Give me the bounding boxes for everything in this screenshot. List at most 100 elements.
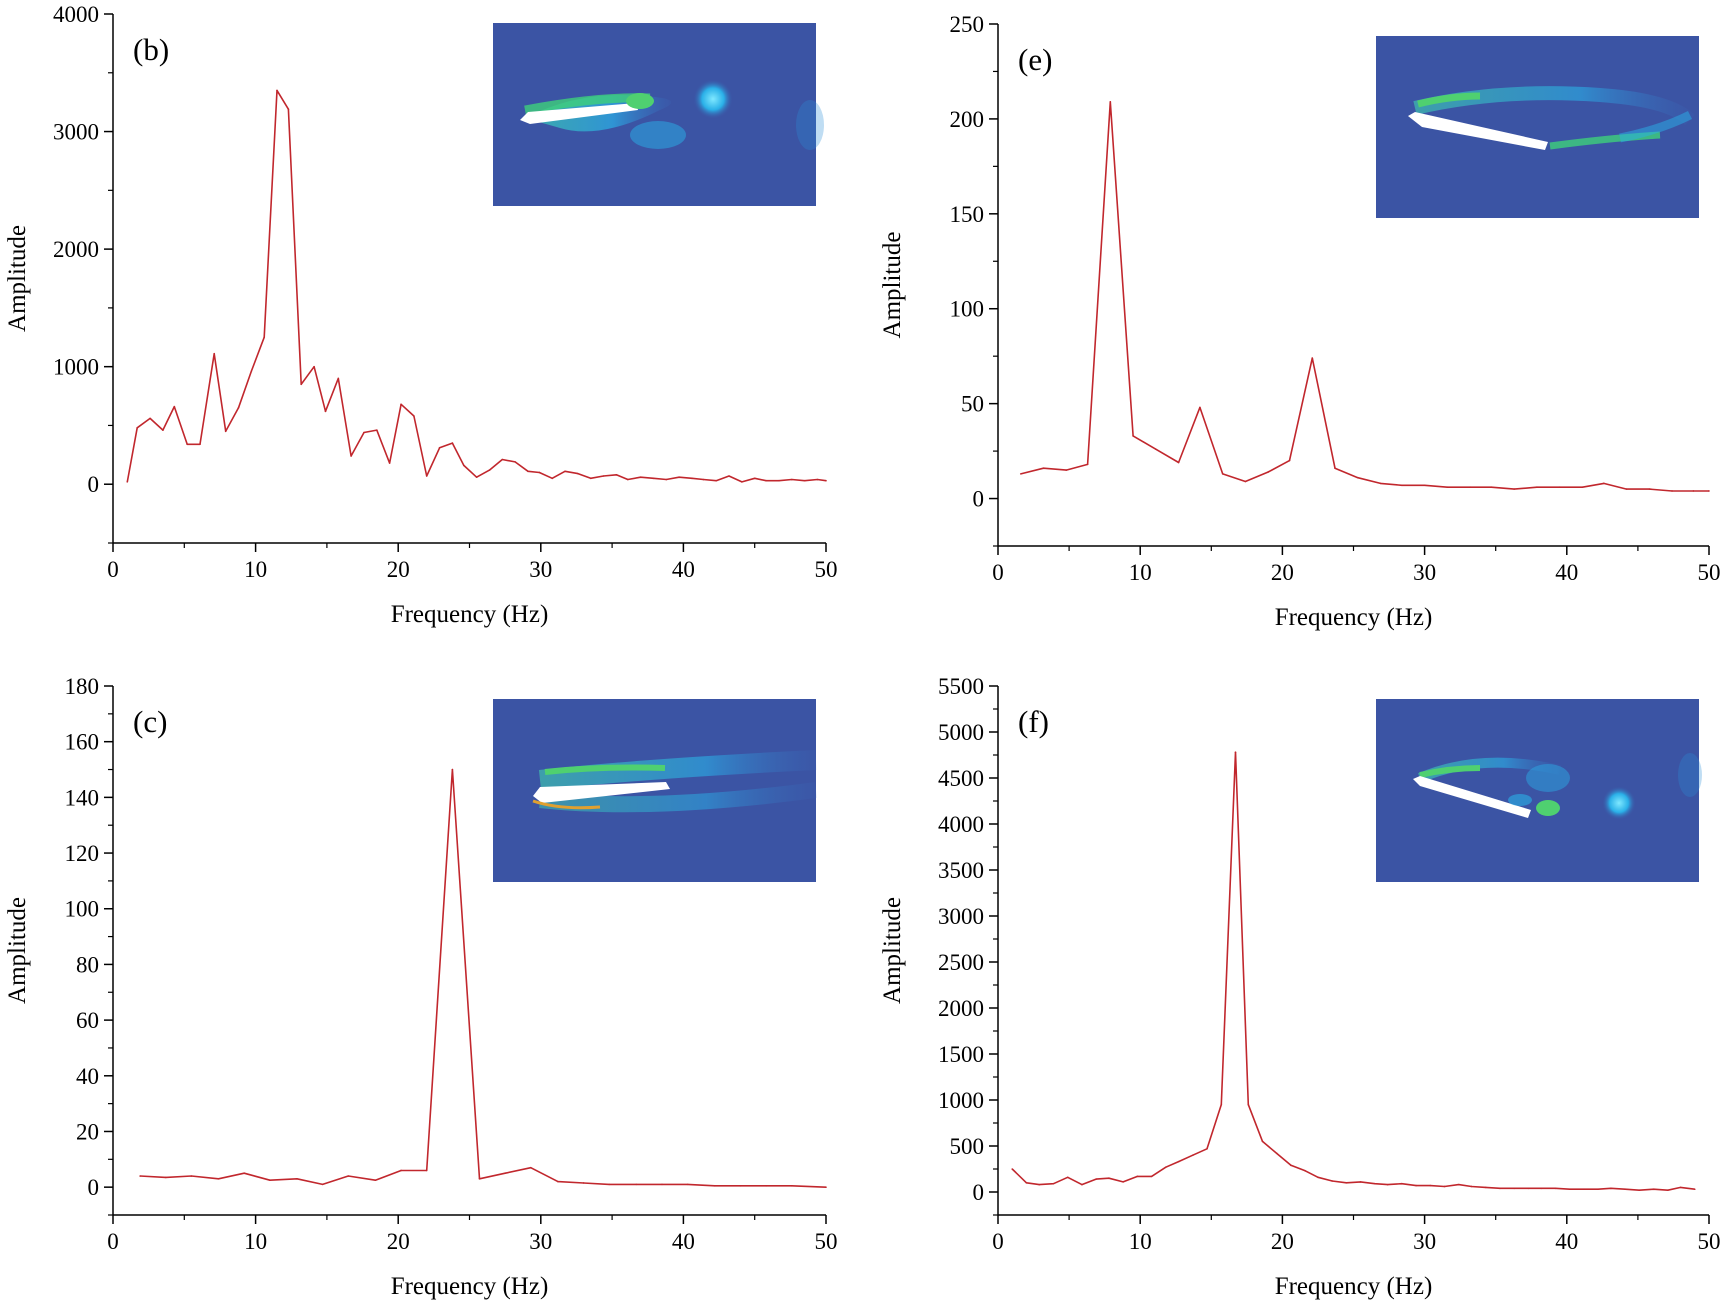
data-point — [715, 479, 717, 482]
y-tick-label: 0 — [973, 1180, 985, 1205]
data-point — [1199, 406, 1201, 409]
data-point — [374, 1179, 377, 1181]
data-point — [816, 478, 819, 481]
data-point — [243, 1172, 245, 1175]
x-tick-label: 20 — [1271, 1229, 1294, 1254]
x-axis-title: Frequency (Hz) — [391, 1273, 549, 1300]
data-point — [1311, 357, 1314, 359]
x-tick-label: 10 — [244, 1229, 267, 1254]
data-point — [530, 1166, 532, 1169]
y-tick-label: 140 — [65, 785, 100, 810]
chart-panel-e: 0 10 20 30 40 50 0 50 100 150 200 250 Frequency (Hz)… — [879, 12, 1721, 631]
data-point — [504, 1172, 506, 1175]
y-axis-title: Amplitude — [4, 897, 31, 1004]
data-point — [790, 1184, 793, 1187]
data-point — [1011, 1168, 1014, 1170]
data-point — [582, 1182, 585, 1184]
x-tick-label: 50 — [815, 557, 838, 582]
data-point — [276, 89, 278, 92]
x-tick-label: 20 — [387, 1229, 410, 1254]
y-tick-label: 2000 — [53, 237, 99, 262]
data-point — [1267, 471, 1269, 473]
data-point — [1221, 473, 1224, 475]
y-tick-label: 60 — [76, 1008, 99, 1033]
data-point — [321, 1183, 324, 1186]
data-point — [1429, 1184, 1432, 1187]
data-point — [1374, 1182, 1376, 1185]
data-point — [296, 1178, 298, 1180]
data-point — [1625, 488, 1628, 490]
data-point — [1423, 484, 1426, 487]
data-point — [1499, 1187, 1501, 1190]
data-point — [1290, 1164, 1292, 1167]
x-tick-label: 0 — [107, 1229, 119, 1254]
data-point — [451, 768, 454, 771]
data-point — [753, 477, 756, 480]
x-tick-label: 30 — [1413, 1229, 1436, 1254]
data-point — [1108, 1177, 1110, 1179]
data-point — [1386, 1183, 1389, 1186]
data-point — [1052, 1182, 1055, 1185]
data-point — [413, 415, 415, 417]
y-tick-label: 250 — [950, 12, 985, 37]
y-tick-label: 120 — [65, 841, 100, 866]
data-point — [1288, 459, 1291, 462]
data-point — [1536, 486, 1538, 488]
data-point — [1220, 1103, 1223, 1106]
data-point — [1345, 1182, 1348, 1184]
data-point — [728, 475, 730, 477]
data-point — [139, 1175, 141, 1177]
y-tick-label: 160 — [65, 730, 100, 755]
data-point — [1568, 1188, 1571, 1191]
data-point — [635, 1183, 638, 1186]
y-tick-label: 200 — [950, 107, 985, 132]
data-point — [1446, 486, 1449, 488]
data-point — [1692, 490, 1695, 492]
data-point — [1379, 482, 1382, 485]
data-point — [1155, 448, 1157, 450]
y-tick-label: 4500 — [938, 766, 984, 791]
x-tick-label: 0 — [992, 1229, 1004, 1254]
data-point — [778, 479, 780, 482]
data-point — [475, 476, 478, 478]
data-point — [1334, 467, 1336, 469]
data-point — [551, 477, 554, 480]
series-line — [1011, 751, 1695, 1191]
panel-label: (b) — [133, 32, 169, 67]
y-tick-label: 180 — [65, 674, 100, 699]
data-point — [639, 476, 642, 478]
y-tick-label: 500 — [950, 1134, 985, 1159]
data-point — [1136, 1175, 1139, 1178]
data-point — [1019, 473, 1022, 475]
inset-f — [1376, 699, 1702, 882]
y-axis-title: Amplitude — [879, 897, 906, 1004]
data-point — [626, 478, 629, 481]
data-point — [538, 471, 541, 474]
data-point — [400, 403, 402, 406]
data-point — [1484, 1186, 1487, 1189]
data-point — [313, 365, 315, 368]
y-tick-label: 1500 — [938, 1042, 984, 1067]
y-axis-title: Amplitude — [4, 225, 31, 332]
x-tick-label: 50 — [1698, 1229, 1721, 1254]
data-point — [1401, 484, 1403, 487]
data-point — [1177, 461, 1180, 464]
y-tick-label: 80 — [76, 952, 99, 977]
y-tick-label: 2500 — [938, 950, 984, 975]
data-point — [1132, 435, 1134, 437]
data-point — [1513, 488, 1515, 490]
data-point — [1177, 1160, 1180, 1163]
data-point — [250, 370, 253, 373]
data-point — [652, 477, 655, 480]
y-tick-label: 100 — [950, 297, 985, 322]
y-tick-label: 3500 — [938, 858, 984, 883]
data-point — [1081, 1183, 1083, 1186]
data-point — [1666, 1189, 1669, 1191]
panel-label: (c) — [133, 704, 167, 739]
data-point — [173, 405, 176, 408]
data-point — [186, 443, 188, 446]
data-point — [350, 455, 352, 457]
data-point — [1304, 1170, 1306, 1172]
y-tick-label: 100 — [65, 897, 100, 922]
